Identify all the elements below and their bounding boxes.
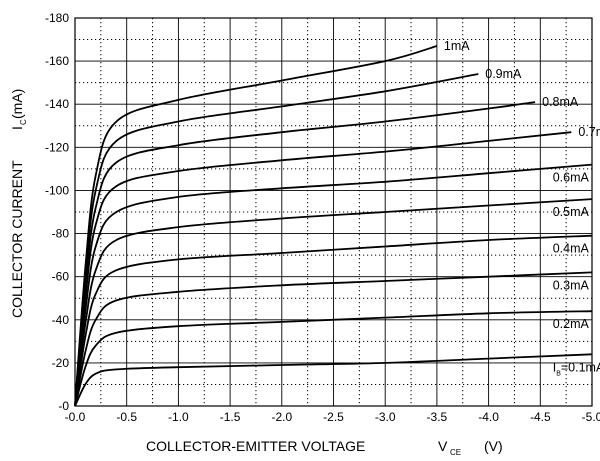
series-curve-0.4mA xyxy=(74,234,593,407)
series-curve-0.5mA xyxy=(74,198,593,407)
x-tick-label: -2.5 xyxy=(323,410,344,424)
series-label-0.1mA: IB=0.1mA xyxy=(553,360,600,377)
x-axis-subscript: CE xyxy=(450,448,461,457)
y-tick-label: -80 xyxy=(52,227,70,241)
series-curve-0.8mA xyxy=(74,101,536,407)
series-label-0.7mA: 0.7mA xyxy=(578,125,600,139)
plot-frame xyxy=(74,17,593,407)
y-tick-label: -180 xyxy=(45,11,69,25)
y-tick-label: -140 xyxy=(45,97,69,111)
series-group xyxy=(74,45,593,407)
series-curve-0.3mA xyxy=(74,271,593,407)
y-tick-label: -60 xyxy=(52,270,70,284)
x-tick-label: -1.5 xyxy=(220,410,241,424)
series-curve-0.1mA xyxy=(74,353,593,407)
x-axis-symbol: V xyxy=(438,438,448,454)
x-tick-label: -4.0 xyxy=(478,410,499,424)
series-curve-0.7mA xyxy=(74,131,572,407)
x-tick-label: -3.5 xyxy=(427,410,448,424)
y-axis-title: COLLECTOR CURRENT xyxy=(9,160,25,318)
x-tick-label: -0.5 xyxy=(116,410,137,424)
x-tick-label: -4.5 xyxy=(530,410,551,424)
y-tick-label: -0 xyxy=(58,399,69,413)
y-axis-symbol: I xyxy=(9,126,25,130)
tick-labels: -0.0 -0.5 -1.0 -1.5 -2.0 -2.5 -3.0 -3.5 -4.0 -4.5… xyxy=(45,11,600,424)
y-tick-label: -40 xyxy=(52,313,70,327)
series-label-1mA: 1mA xyxy=(444,39,470,53)
x-tick-label: -5.0 xyxy=(582,410,600,424)
x-tick-label: -3.0 xyxy=(375,410,396,424)
series-curve-0.9mA xyxy=(74,73,479,407)
series-curve-0.2mA xyxy=(74,310,593,407)
series-label-0.4mA: 0.4mA xyxy=(553,242,590,256)
series-curve-1mA xyxy=(74,45,438,407)
x-axis-unit: (V) xyxy=(484,438,503,454)
series-label-value: =0.1mA xyxy=(561,360,600,374)
x-tick-label: -2.0 xyxy=(271,410,292,424)
series-label-0.9mA: 0.9mA xyxy=(485,67,522,81)
series-label-0.2mA: 0.2mA xyxy=(553,317,590,331)
y-axis-subscript: C xyxy=(19,119,28,125)
x-tick-label: -0.0 xyxy=(65,410,86,424)
y-tick-label: -20 xyxy=(52,356,70,370)
series-label-prefix: I xyxy=(553,360,556,374)
series-labels: IB=0.1mA 0.2mA 0.3mA 0.4mA 0.5mA 0.6mA 0.7mA 0.… xyxy=(444,39,600,377)
series-curve-0.6mA xyxy=(74,163,593,407)
y-tick-label: -160 xyxy=(45,54,69,68)
x-axis-title: COLLECTOR-EMITTER VOLTAGE xyxy=(146,438,365,454)
y-axis-unit: (mA) xyxy=(9,89,25,119)
x-tick-label: -1.0 xyxy=(168,410,189,424)
y-tick-label: -100 xyxy=(45,183,69,197)
series-label-0.6mA: 0.6mA xyxy=(553,171,590,185)
series-label-0.8mA: 0.8mA xyxy=(542,95,579,109)
y-tick-label: -120 xyxy=(45,140,69,154)
series-label-0.5mA: 0.5mA xyxy=(553,205,590,219)
series-label-0.3mA: 0.3mA xyxy=(553,278,590,292)
series-label-subscript: B xyxy=(556,370,561,377)
